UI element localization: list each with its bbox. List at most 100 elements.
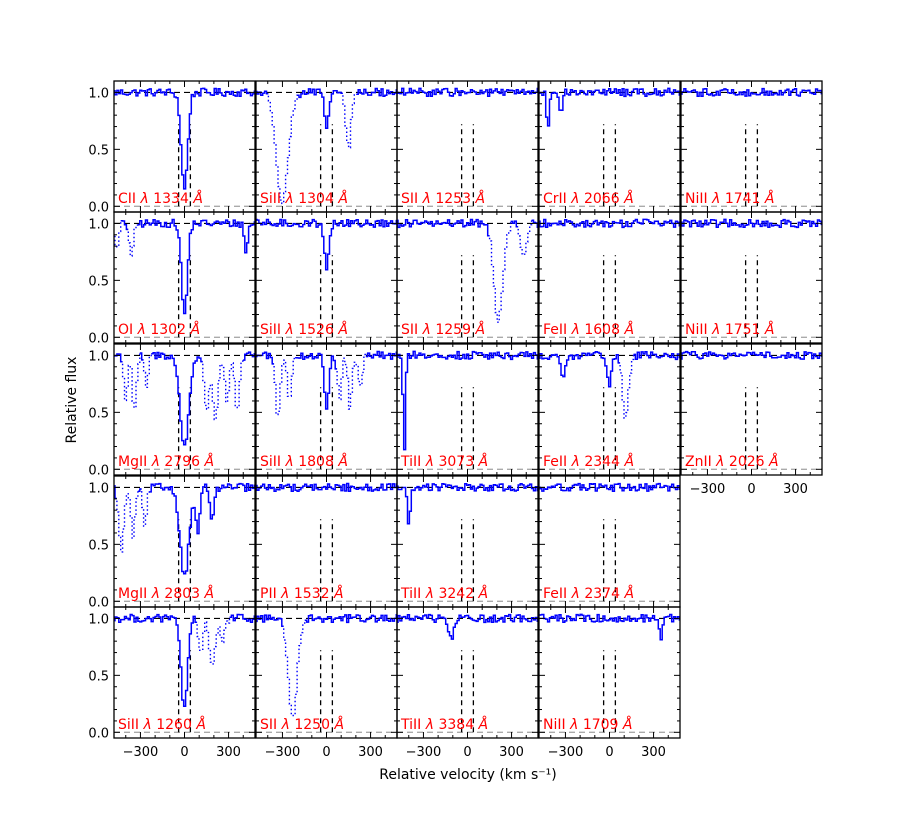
panel-ticks [114, 81, 255, 212]
ion-label: ZnII λ 2026 Å [685, 453, 779, 470]
flux-spectrum [114, 87, 255, 190]
angstrom-symbol: Å [768, 453, 779, 470]
ion-label: SiII λ 1260 Å [118, 716, 206, 733]
lambda-symbol: λ [570, 191, 579, 207]
panel-niii-1751: NiII λ 1751 Å [680, 211, 823, 344]
flux-spectrum [510, 220, 519, 228]
panel-ticks [114, 607, 255, 738]
ion-wavelength: 1334 [149, 191, 194, 207]
lambda-symbol: λ [711, 322, 720, 338]
panel-grid: 0.0 0.5 1.0 CII λ 1334 Å 0.0 0.5 1.0 OI λ 1302 … [88, 80, 823, 741]
panel-siii-1304: SiII λ 1304 Å [255, 80, 398, 213]
angstrom-symbol: Å [204, 453, 215, 470]
lambda-symbol: λ [571, 322, 580, 338]
ion-wavelength: 2796 [160, 454, 205, 470]
ion-name: TiII [400, 586, 426, 602]
ion-label: NiII λ 1709 Å [543, 716, 632, 733]
panel-cii-1334: 0.0 0.5 1.0 CII λ 1334 Å [88, 80, 256, 215]
ion-name: PII [260, 586, 281, 602]
ion-wavelength: 1808 [294, 454, 339, 470]
ion-wavelength: 1253 [431, 191, 476, 207]
y-tick-label: 1.0 [88, 349, 109, 364]
panel-plot-area [681, 87, 822, 207]
angstrom-symbol: Å [622, 716, 633, 733]
ion-wavelength: 1260 [152, 717, 197, 733]
panel-plot-area [397, 613, 538, 733]
panel-pii-1532: PII λ 1532 Å [255, 475, 398, 608]
x-axis-title: Relative velocity (km s⁻¹) [379, 767, 557, 783]
y-tick-label: 0.5 [88, 669, 109, 684]
ion-label: CrII λ 2066 Å [543, 190, 634, 207]
panel-ticks [539, 607, 680, 738]
panel-plot-area [256, 87, 397, 207]
ion-wavelength: 2066 [580, 191, 625, 207]
x-tick-label: 0 [322, 745, 330, 760]
panel-ticks [114, 476, 255, 607]
panel-ticks [256, 344, 397, 475]
angstrom-symbol: Å [204, 585, 215, 602]
ion-wavelength: 2344 [580, 454, 625, 470]
flux-spectrum-blended [487, 220, 513, 323]
ion-wavelength: 1709 [578, 717, 623, 733]
panel-plot-area [539, 87, 680, 207]
flux-spectrum-blended [618, 353, 636, 419]
flux-spectrum [256, 218, 397, 271]
flux-spectrum [295, 352, 338, 410]
panel-plot-area [539, 482, 680, 602]
flux-spectrum-blended [195, 616, 232, 665]
lambda-symbol: λ [151, 586, 160, 602]
x-tick-label: 0 [180, 745, 188, 760]
panel-sii-1253: SII λ 1253 Å [396, 80, 539, 213]
lambda-symbol: λ [284, 322, 293, 338]
panel-ticks [114, 212, 255, 343]
flux-spectrum [681, 350, 822, 360]
panel-ticks [397, 607, 538, 738]
panel-ticks [256, 607, 397, 738]
ion-wavelength: 3073 [434, 454, 479, 470]
ion-wavelength: 1259 [431, 322, 476, 338]
y-tick-label: 0.0 [88, 595, 109, 610]
ion-name: MgII [118, 586, 152, 602]
ion-name: NiII [685, 191, 712, 207]
angstrom-symbol: Å [478, 453, 489, 470]
ion-label: CII λ 1334 Å [118, 190, 203, 207]
ion-wavelength: 1250 [290, 717, 335, 733]
panel-ticks [681, 212, 822, 343]
y-tick-label: 0.0 [88, 200, 109, 215]
panel-plot-area [256, 350, 397, 470]
flux-spectrum-blended [120, 352, 142, 409]
ion-name: TiII [400, 717, 426, 733]
ion-wavelength: 1304 [294, 191, 339, 207]
panel-plot-area [539, 350, 680, 470]
ion-label: TiII λ 3384 Å [400, 716, 488, 733]
panel-sii-1259: SII λ 1259 Å [396, 211, 539, 344]
panel-plot-area [114, 218, 255, 338]
flux-spectrum [137, 218, 255, 315]
x-tick-label: 300 [499, 745, 524, 760]
panel-feii-1608: FeII λ 1608 Å [538, 211, 681, 344]
lambda-symbol: λ [137, 322, 146, 338]
panel-sii-1250: SII λ 1250 Å [255, 606, 398, 739]
flux-spectrum [304, 613, 397, 624]
panel-ticks [539, 212, 680, 343]
flux-spectrum [681, 218, 822, 229]
lambda-symbol: λ [711, 191, 720, 207]
flux-spectrum [539, 350, 621, 388]
panel-plot-area [681, 218, 822, 338]
angstrom-symbol: Å [623, 585, 634, 602]
flux-spectrum [539, 87, 680, 127]
ion-name: NiII [543, 717, 570, 733]
panel-plot-area [256, 482, 397, 602]
panel-tiii-3242: TiII λ 3242 Å [396, 475, 539, 608]
ion-name: SII [401, 191, 423, 207]
ion-name: SII [401, 322, 423, 338]
flux-spectrum [151, 351, 203, 446]
ion-label: OI λ 1302 Å [118, 321, 200, 338]
ion-name: FeII [543, 322, 572, 338]
flux-spectrum [256, 351, 275, 365]
panel-plot-area [397, 350, 538, 470]
x-tick-label: 300 [783, 482, 808, 497]
y-tick-label: 0.5 [88, 406, 109, 421]
flux-spectrum-blended [126, 223, 140, 257]
